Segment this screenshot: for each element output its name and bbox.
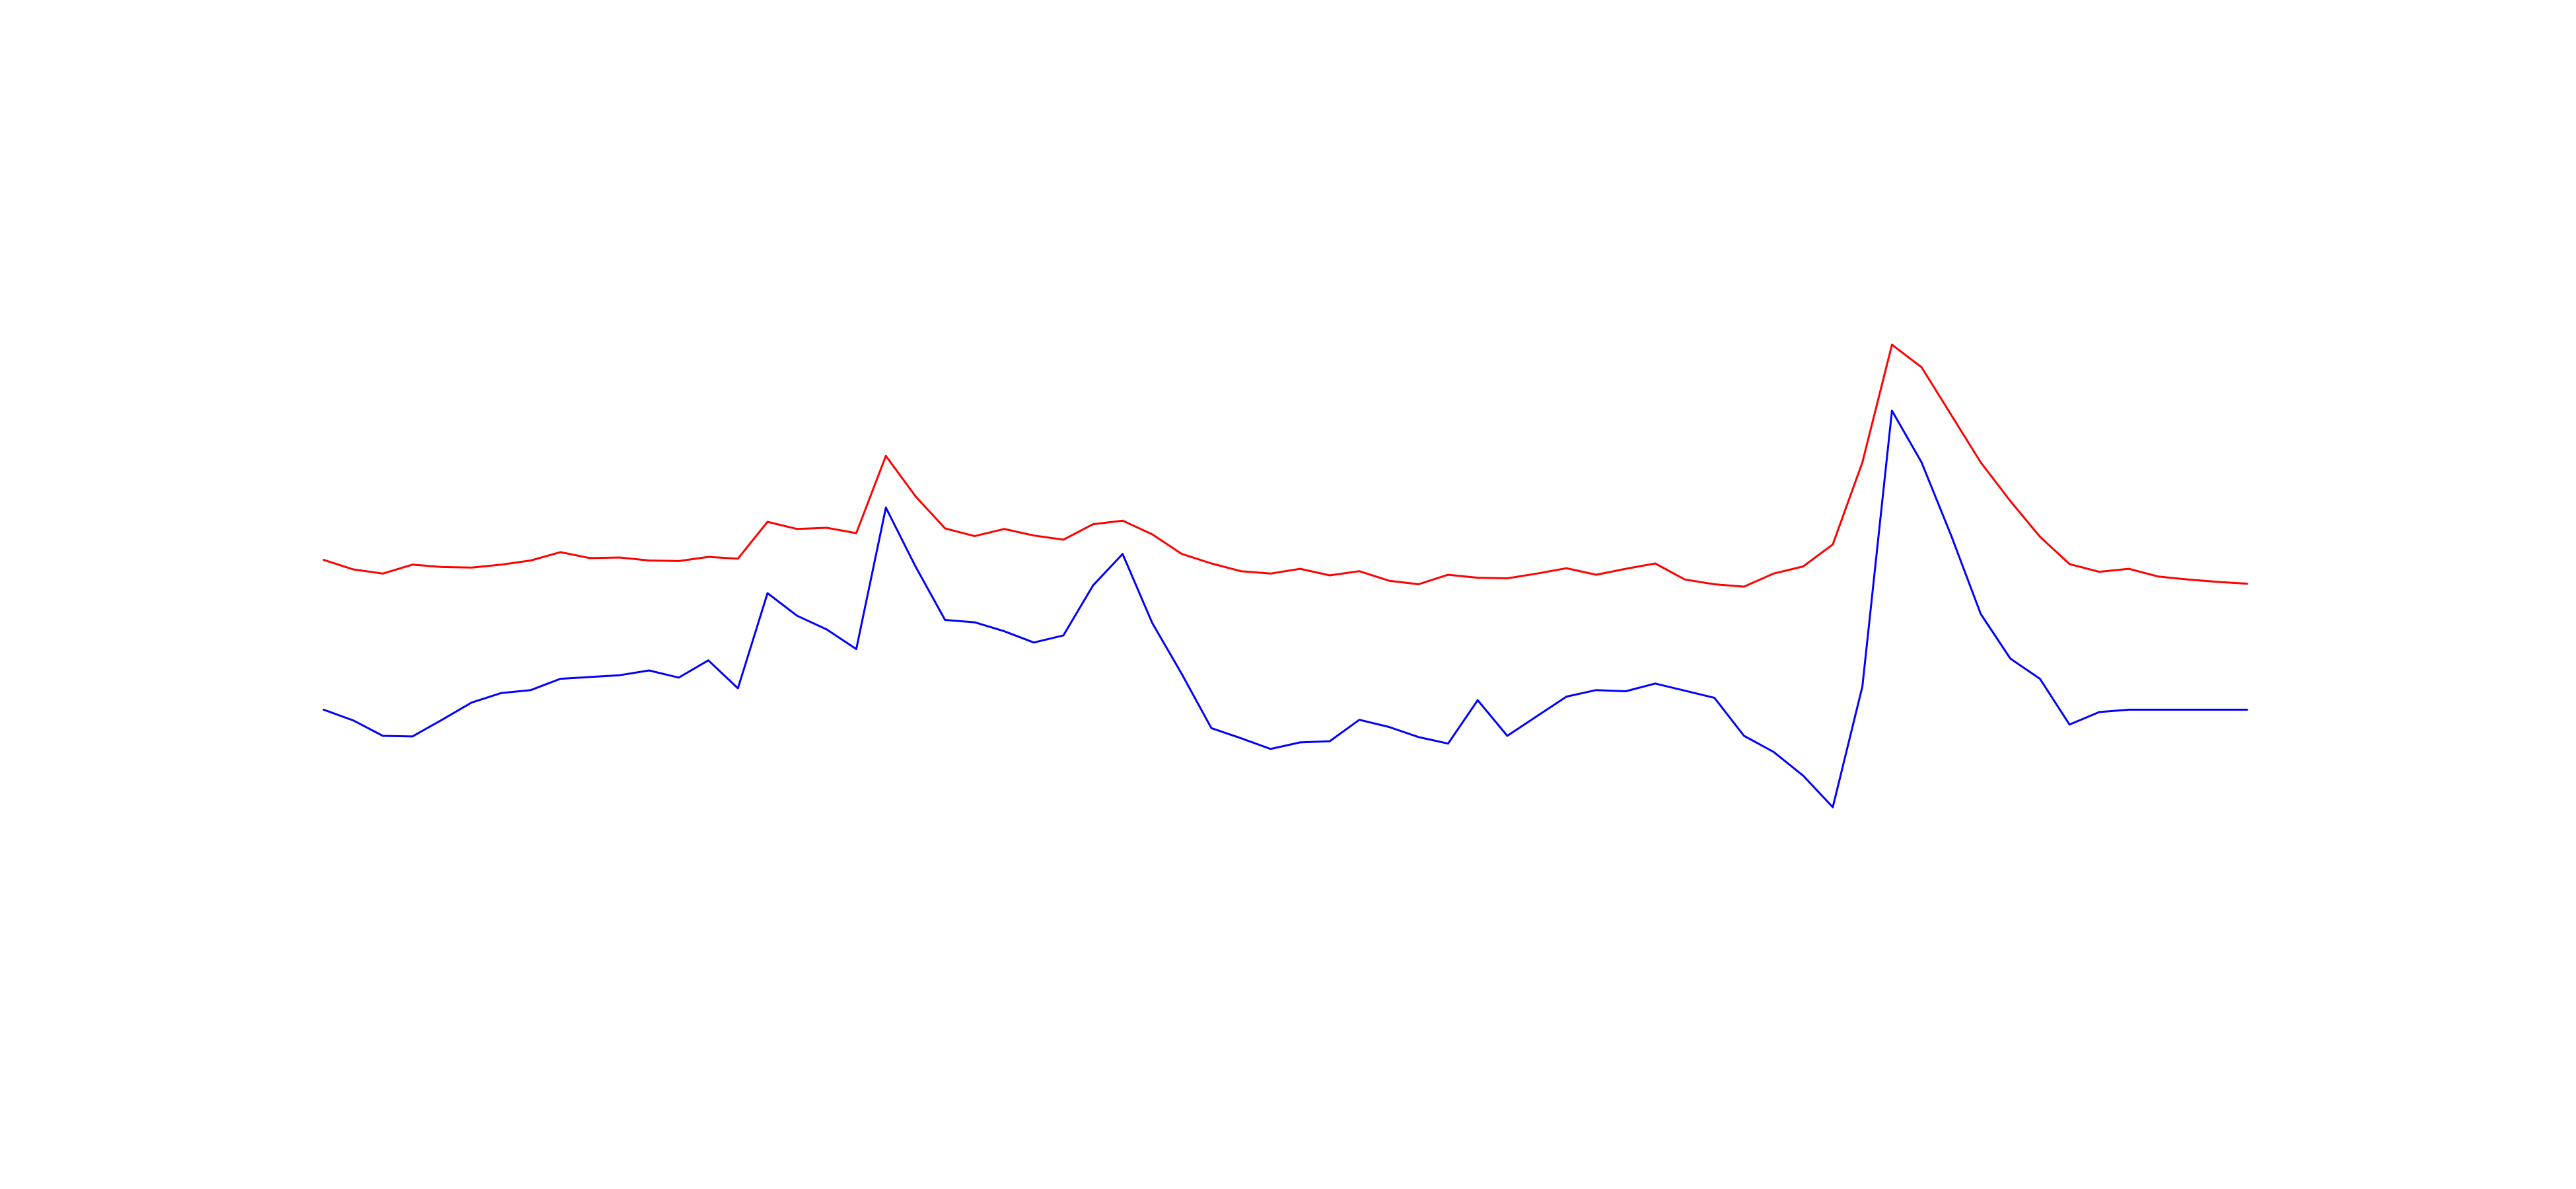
- series-layer: [322, 343, 2248, 809]
- series-line-1: [322, 343, 2248, 588]
- series-line-2: [322, 410, 2248, 809]
